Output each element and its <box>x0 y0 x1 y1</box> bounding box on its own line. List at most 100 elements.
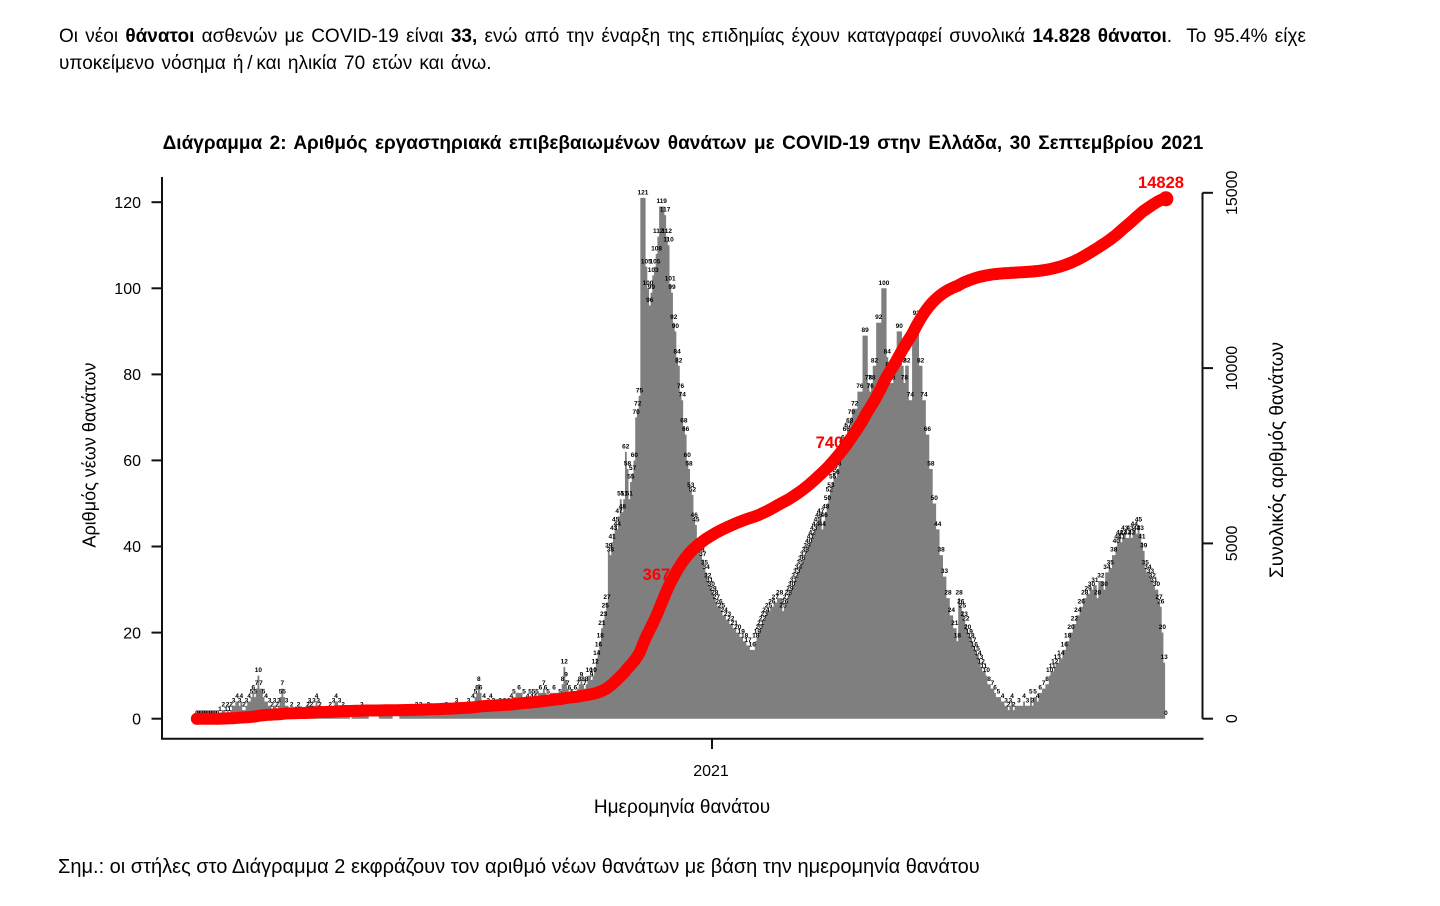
svg-text:37: 37 <box>800 551 808 558</box>
svg-text:19: 19 <box>966 628 974 635</box>
svg-text:43: 43 <box>1137 525 1145 532</box>
svg-text:6: 6 <box>251 684 255 691</box>
svg-text:35: 35 <box>1107 560 1115 567</box>
svg-text:74: 74 <box>907 392 915 399</box>
svg-text:58: 58 <box>685 461 693 468</box>
svg-text:28: 28 <box>785 590 793 597</box>
svg-text:3: 3 <box>316 697 320 704</box>
svg-text:25: 25 <box>959 603 967 610</box>
svg-text:108: 108 <box>651 245 662 252</box>
svg-text:6: 6 <box>568 684 572 691</box>
svg-text:46: 46 <box>815 512 823 519</box>
svg-text:8: 8 <box>561 676 565 683</box>
svg-text:25: 25 <box>718 603 726 610</box>
svg-text:93: 93 <box>913 310 921 317</box>
svg-text:117: 117 <box>660 207 671 214</box>
svg-text:34: 34 <box>702 564 710 571</box>
svg-text:2: 2 <box>229 702 233 709</box>
svg-text:2021: 2021 <box>693 763 729 780</box>
svg-text:4: 4 <box>1036 693 1040 700</box>
svg-text:4: 4 <box>1001 693 1005 700</box>
svg-text:12: 12 <box>591 659 599 666</box>
svg-text:14: 14 <box>593 650 601 657</box>
svg-text:41: 41 <box>1114 534 1122 541</box>
svg-text:38: 38 <box>937 547 945 554</box>
svg-text:47: 47 <box>615 508 623 515</box>
svg-text:3: 3 <box>277 697 281 704</box>
svg-text:58: 58 <box>624 461 632 468</box>
svg-text:40: 40 <box>123 539 141 556</box>
svg-text:14: 14 <box>974 650 982 657</box>
svg-text:90: 90 <box>896 323 904 330</box>
svg-text:20: 20 <box>964 624 972 631</box>
svg-text:82: 82 <box>675 357 683 364</box>
svg-text:13: 13 <box>1054 654 1062 661</box>
svg-text:31: 31 <box>1150 577 1158 584</box>
svg-text:101: 101 <box>665 276 676 283</box>
svg-text:22: 22 <box>727 616 735 623</box>
svg-text:9: 9 <box>564 672 568 679</box>
svg-text:7: 7 <box>255 680 259 687</box>
svg-text:20: 20 <box>1067 624 1075 631</box>
svg-text:8: 8 <box>1045 676 1049 683</box>
svg-text:30: 30 <box>1101 581 1109 588</box>
svg-text:82: 82 <box>903 357 911 364</box>
svg-text:53: 53 <box>687 482 695 489</box>
svg-text:50: 50 <box>824 495 832 502</box>
svg-text:27: 27 <box>1155 594 1163 601</box>
svg-text:34: 34 <box>1103 564 1111 571</box>
svg-text:42: 42 <box>1128 529 1136 536</box>
svg-text:31: 31 <box>790 577 798 584</box>
svg-text:23: 23 <box>600 611 608 618</box>
svg-text:3: 3 <box>1026 697 1030 704</box>
svg-text:41: 41 <box>608 534 616 541</box>
svg-text:45: 45 <box>692 517 700 524</box>
svg-text:60: 60 <box>684 452 692 459</box>
svg-text:28: 28 <box>711 590 719 597</box>
svg-text:15: 15 <box>973 646 981 653</box>
svg-text:10: 10 <box>255 667 263 674</box>
svg-text:50: 50 <box>931 495 939 502</box>
svg-text:24: 24 <box>1074 607 1082 614</box>
svg-text:5: 5 <box>535 689 539 696</box>
svg-text:41: 41 <box>1118 534 1126 541</box>
svg-text:17: 17 <box>969 637 977 644</box>
svg-text:21: 21 <box>731 620 739 627</box>
svg-text:30: 30 <box>708 581 716 588</box>
svg-text:6: 6 <box>1038 684 1042 691</box>
svg-text:6: 6 <box>475 684 479 691</box>
svg-text:8: 8 <box>477 676 481 683</box>
svg-text:18: 18 <box>597 633 605 640</box>
svg-text:8: 8 <box>987 676 991 683</box>
svg-text:2: 2 <box>221 702 225 709</box>
svg-text:2: 2 <box>226 702 230 709</box>
svg-text:19: 19 <box>754 628 762 635</box>
svg-text:112: 112 <box>653 228 664 235</box>
svg-text:26: 26 <box>715 598 723 605</box>
svg-text:43: 43 <box>610 525 618 532</box>
svg-text:3: 3 <box>312 697 316 704</box>
svg-text:103: 103 <box>648 267 659 274</box>
svg-text:23: 23 <box>961 611 969 618</box>
svg-text:2: 2 <box>270 702 274 709</box>
svg-text:2: 2 <box>318 702 322 709</box>
svg-text:5: 5 <box>546 689 550 696</box>
svg-text:0: 0 <box>1164 710 1168 717</box>
svg-text:5: 5 <box>253 689 257 696</box>
svg-text:18: 18 <box>741 633 749 640</box>
svg-text:0: 0 <box>1224 714 1241 723</box>
svg-text:51: 51 <box>620 491 628 498</box>
svg-text:21: 21 <box>757 620 765 627</box>
svg-text:38: 38 <box>1110 547 1118 554</box>
svg-text:4: 4 <box>1022 693 1026 700</box>
svg-text:42: 42 <box>1116 529 1124 536</box>
svg-text:4: 4 <box>235 693 239 700</box>
svg-text:9: 9 <box>580 672 584 679</box>
svg-text:16: 16 <box>971 641 979 648</box>
svg-text:4: 4 <box>315 693 319 700</box>
svg-text:7: 7 <box>576 680 580 687</box>
svg-text:120: 120 <box>114 195 141 212</box>
svg-text:5: 5 <box>1029 689 1033 696</box>
svg-text:30: 30 <box>1153 581 1161 588</box>
svg-text:4: 4 <box>334 693 338 700</box>
